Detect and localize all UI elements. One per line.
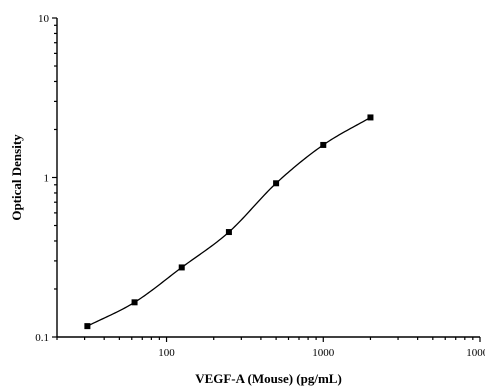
axes [56, 18, 480, 338]
fit-curve [87, 116, 371, 327]
y-axis-title: Optical Density [9, 134, 24, 221]
y-tick-label: 10 [38, 13, 50, 25]
x-tick-label: 1000 [312, 347, 335, 359]
fit-curve-layer [87, 116, 371, 327]
data-point [273, 180, 280, 187]
ticks: 0.1 1 10 100 1000 10000 [35, 13, 485, 359]
x-tick-label: 100 [158, 347, 175, 359]
y-tick-label: 1 [44, 173, 50, 185]
y-tick-label: 0.1 [35, 332, 49, 344]
data-point [84, 323, 91, 330]
data-point [367, 114, 374, 121]
data-point [178, 264, 185, 271]
data-point [320, 141, 327, 148]
x-tick-label: 10000 [466, 347, 485, 359]
x-axis-title: VEGF-A (Mouse) (pg/mL) [195, 371, 342, 386]
data-point [225, 229, 232, 236]
data-point [131, 299, 138, 306]
data-points [84, 114, 374, 330]
